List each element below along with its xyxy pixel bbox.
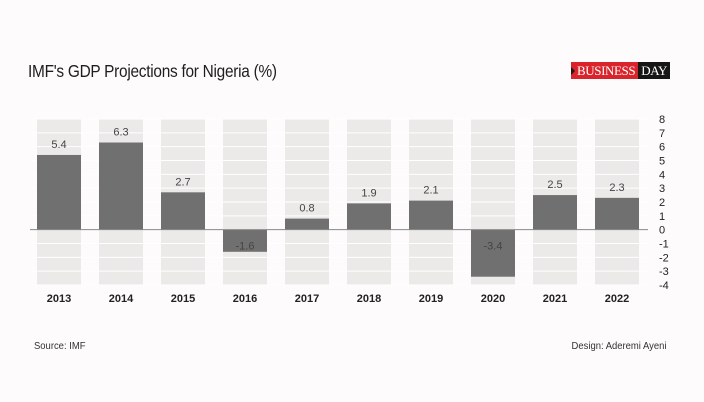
x-tick-label: 2018	[357, 293, 381, 305]
y-tick-label: -1	[659, 239, 669, 251]
bar	[533, 195, 577, 230]
data-label: 2.5	[547, 179, 562, 191]
y-tick-label: -3	[659, 266, 669, 278]
y-tick-label: 3	[659, 183, 665, 195]
y-tick-label: 1	[659, 211, 665, 223]
bar	[223, 229, 267, 252]
x-tick-label: 2015	[171, 293, 195, 305]
bar	[595, 197, 639, 230]
y-tick-label: 4	[659, 169, 665, 181]
x-tick-label: 2016	[233, 293, 257, 305]
data-label: 1.9	[361, 187, 376, 199]
data-label: -1.6	[236, 241, 255, 253]
bar	[409, 200, 453, 230]
bar	[161, 192, 205, 230]
y-tick-label: 8	[659, 114, 665, 126]
design-credit: Design: Aderemi Ayeni	[571, 340, 666, 352]
y-axis-labels: 8 7 6 54 3 2 1 0 -1-2 -3 -4	[659, 114, 669, 292]
x-axis-labels: 2013 2014 2015 2016 2017 2018 2019 2020 2021 2022	[47, 293, 629, 305]
logo-business: BUSINESS	[571, 62, 639, 79]
y-tick-label: 7	[659, 128, 665, 140]
chart-title: IMF's GDP Projections for Nigeria (%)	[28, 61, 277, 81]
data-label: 2.7	[175, 176, 190, 188]
data-label: -3.4	[484, 241, 503, 253]
logo-day: DAY	[638, 62, 670, 79]
y-tick-label: -2	[659, 252, 669, 264]
y-tick-label: -4	[659, 280, 669, 292]
data-label: 0.8	[299, 203, 314, 215]
x-tick-label: 2014	[109, 293, 134, 305]
x-tick-label: 2017	[295, 293, 319, 305]
source-note: Source: IMF	[34, 340, 86, 352]
bar	[471, 229, 515, 277]
y-tick-label: 6	[659, 142, 665, 154]
x-tick-label: 2019	[419, 293, 443, 305]
bar	[99, 142, 143, 230]
data-label: 2.1	[423, 185, 438, 197]
bars	[37, 142, 639, 277]
x-tick-label: 2013	[47, 293, 71, 305]
x-tick-label: 2022	[605, 293, 629, 305]
y-tick-label: 2	[659, 197, 665, 209]
data-label: 6.3	[113, 127, 128, 139]
x-tick-label: 2021	[543, 293, 567, 305]
bar	[285, 218, 329, 230]
data-label: 2.3	[609, 182, 624, 194]
x-tick-label: 2020	[481, 293, 505, 305]
bar	[37, 154, 81, 230]
data-label: 5.4	[51, 139, 66, 151]
bar	[347, 203, 391, 230]
data-labels: 5.4 6.3 2.7 -1.6 0.8 1.9 2.1 -3.4 2.5 2.3	[51, 127, 624, 253]
y-tick-label: 0	[659, 225, 665, 237]
businessday-logo: BUSINESS DAY	[571, 62, 670, 79]
y-tick-label: 5	[659, 156, 665, 168]
